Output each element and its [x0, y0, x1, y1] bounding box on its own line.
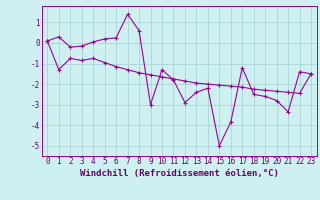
X-axis label: Windchill (Refroidissement éolien,°C): Windchill (Refroidissement éolien,°C)	[80, 169, 279, 178]
